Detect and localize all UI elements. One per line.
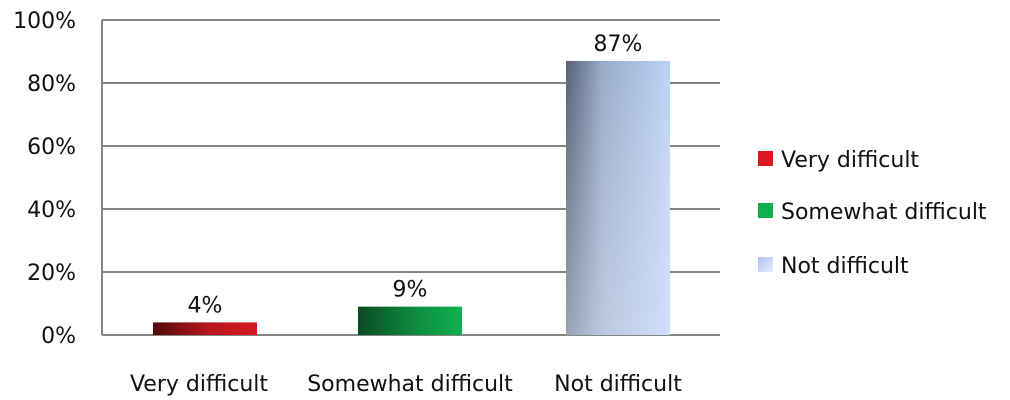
y-tick-label: 60%	[27, 135, 76, 160]
data-label: 9%	[393, 278, 428, 303]
bar-very-difficult	[153, 322, 257, 335]
y-tick-label: 0%	[41, 324, 76, 349]
data-label: 4%	[188, 293, 223, 318]
y-tick-label: 100%	[13, 9, 76, 34]
data-labels: 4% 9% 87%	[188, 32, 643, 318]
x-tick-label: Not difficult	[554, 372, 682, 396]
x-tick-label: Very difficult	[130, 372, 268, 396]
y-tick-label: 80%	[27, 72, 76, 97]
bar-not-difficult-highlight	[566, 60, 670, 335]
legend-label: Somewhat difficult	[781, 200, 987, 225]
y-tick-label: 20%	[27, 261, 76, 286]
y-axis-labels: 0% 20% 40% 60% 80% 100%	[13, 9, 76, 349]
legend-label: Not difficult	[781, 254, 909, 279]
x-tick-label: Somewhat difficult	[307, 372, 513, 396]
x-axis-labels: Very difficult Somewhat difficult Not diff…	[130, 372, 682, 397]
legend-swatch	[758, 257, 773, 272]
legend-swatch	[758, 203, 773, 218]
y-tick-label: 40%	[27, 198, 76, 223]
bar-somewhat-difficult	[358, 306, 462, 335]
legend: Very difficult Somewhat difficult Not diff…	[758, 148, 987, 279]
bars	[153, 60, 670, 335]
legend-label: Very difficult	[781, 148, 919, 173]
data-label: 87%	[594, 32, 643, 57]
legend-swatch	[758, 151, 773, 166]
